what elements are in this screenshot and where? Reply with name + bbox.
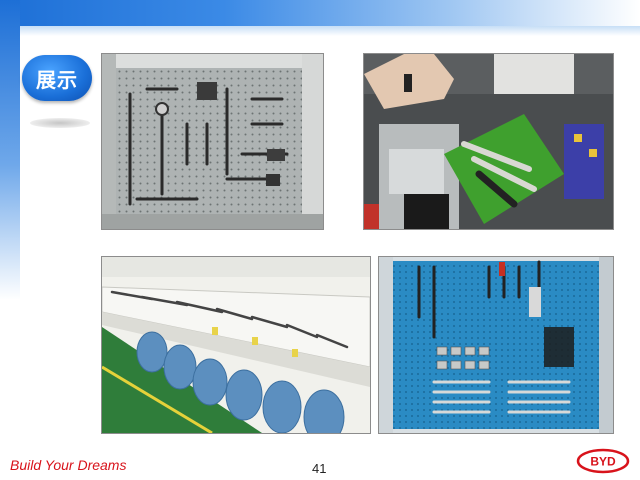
left-accent-band	[0, 0, 20, 300]
footer-tagline: Build Your Dreams	[10, 457, 127, 473]
photo-tool-shelf	[101, 256, 371, 434]
slide-title: 展示	[36, 67, 78, 92]
byd-logo-text: BYD	[590, 455, 616, 469]
photo-blue-pegboard	[378, 256, 614, 434]
byd-logo: BYD	[576, 448, 630, 474]
header-band	[0, 0, 640, 36]
title-badge: 展示	[22, 55, 92, 101]
page-number: 41	[312, 461, 327, 476]
photo-wrench-tray	[363, 53, 614, 230]
photo-pegboard-cabinet	[101, 53, 324, 230]
title-badge-shadow	[30, 118, 90, 128]
